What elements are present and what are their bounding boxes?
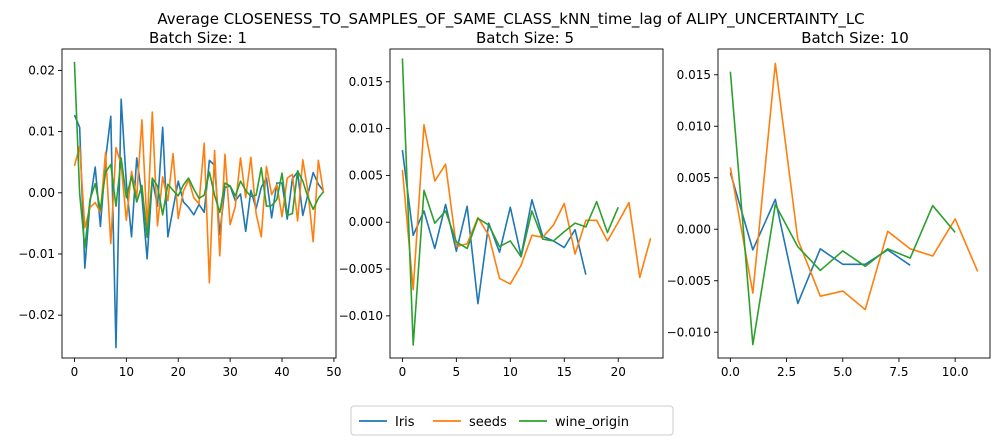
legend-item-iris: Iris: [359, 415, 415, 430]
series-line-iris: [729, 172, 911, 305]
y-tick-label: 0.005: [677, 171, 711, 185]
series-line-wine-origin: [729, 71, 956, 346]
series-line-seeds: [401, 124, 652, 291]
y-tick-label: −0.010: [667, 325, 711, 339]
legend-label: wine_origin: [555, 415, 629, 430]
plot-frame: [717, 48, 991, 359]
x-tick-label: 2.5: [777, 365, 796, 379]
figure-title: Average CLOSENESS_TO_SAMPLES_OF_SAME_CLA…: [157, 10, 864, 29]
y-tick-label: −0.005: [667, 274, 711, 288]
legend-label: seeds: [469, 415, 507, 430]
y-tick-label: 0.000: [677, 222, 711, 236]
legend: Iris seeds wine_origin: [350, 405, 674, 436]
y-tick-label: 0.010: [349, 122, 383, 136]
subplot-title: Batch Size: 5: [476, 29, 574, 47]
x-tick-label: 50: [326, 365, 341, 379]
series-line-wine-origin: [73, 61, 325, 249]
x-tick-label: 15: [557, 365, 572, 379]
y-tick-label: 0.01: [28, 125, 55, 139]
legend-frame: [350, 405, 674, 436]
y-tick-label: 0.015: [349, 75, 383, 89]
y-tick-label: 0.000: [349, 215, 383, 229]
x-tick-label: 5.0: [833, 365, 852, 379]
series-line-iris: [401, 150, 587, 305]
y-tick-label: −0.005: [339, 262, 383, 276]
x-tick-label: 20: [611, 365, 626, 379]
legend-item-seeds: seeds: [433, 415, 507, 430]
legend-label: Iris: [395, 415, 415, 430]
x-tick-label: 10: [503, 365, 518, 379]
y-tick-label: 0.005: [349, 168, 383, 182]
series-group: [401, 58, 652, 346]
y-tick-label: 0.00: [28, 186, 55, 200]
subplot-title: Batch Size: 10: [801, 29, 909, 47]
x-tick-label: 0: [399, 365, 407, 379]
subplot-batch-size-1: Batch Size: 1 0 10 20 30 40 50 −0.02 −0.01 0.00 0…: [18, 29, 341, 379]
y-tick-label: −0.01: [18, 247, 55, 261]
plot-frame: [389, 48, 664, 359]
x-tick-label: 10.0: [942, 365, 969, 379]
x-tick-label: 0: [71, 365, 79, 379]
x-tick-label: 7.5: [889, 365, 908, 379]
y-tick-label: 0.015: [677, 68, 711, 82]
series-group: [729, 62, 979, 346]
x-tick-label: 20: [171, 365, 186, 379]
legend-item-wine-origin: wine_origin: [519, 415, 629, 430]
series-group: [73, 61, 325, 349]
series-line-seeds: [73, 111, 325, 284]
plot-frame: [61, 48, 337, 359]
y-tick-label: −0.010: [339, 309, 383, 323]
subplot-batch-size-10: Batch Size: 10 0.0 2.5 5.0 7.5 10.0 −0.010 −0.…: [667, 29, 991, 379]
x-tick-label: 30: [222, 365, 237, 379]
x-tick-label: 40: [274, 365, 289, 379]
x-tick-label: 0.0: [721, 365, 740, 379]
subplot-title: Batch Size: 1: [149, 29, 247, 47]
x-tick-label: 5: [453, 365, 461, 379]
series-line-wine-origin: [401, 58, 619, 346]
y-tick-label: −0.02: [18, 308, 55, 322]
subplot-batch-size-5: Batch Size: 5 0 5 10 15 20 −0.010 −0.005 0.000 0…: [339, 29, 664, 379]
series-line-seeds: [729, 62, 979, 311]
x-tick-label: 10: [119, 365, 134, 379]
y-tick-label: 0.010: [677, 119, 711, 133]
y-tick-label: 0.02: [28, 63, 55, 77]
